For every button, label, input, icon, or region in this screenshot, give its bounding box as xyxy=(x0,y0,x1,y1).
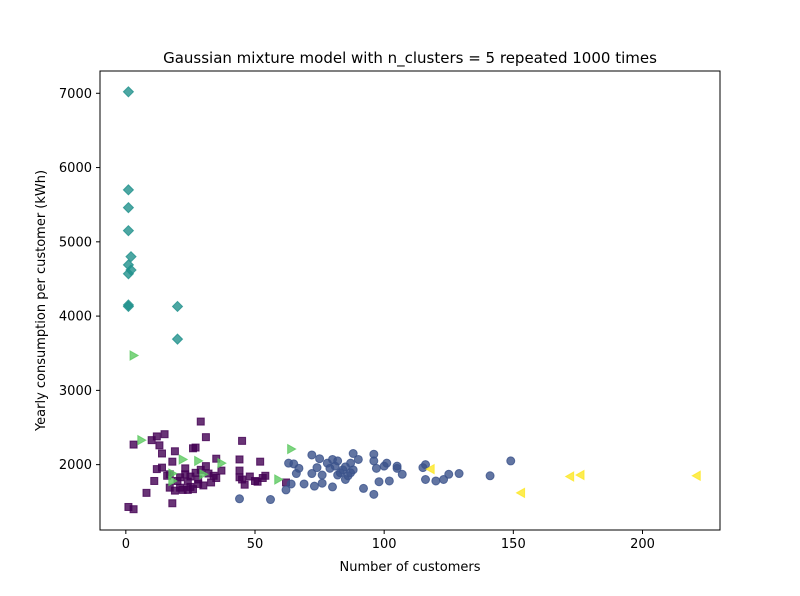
scatter-point-s1-51 xyxy=(455,470,463,478)
scatter-point-s0-47 xyxy=(236,467,243,474)
scatter-point-s1-47 xyxy=(422,475,430,483)
scatter-point-s1-36 xyxy=(370,490,378,498)
scatter-point-s0-6 xyxy=(153,433,160,440)
scatter-point-s0-17 xyxy=(171,448,178,455)
scatter-point-s1-1 xyxy=(267,496,275,504)
scatter-point-s1-15 xyxy=(318,479,326,487)
y-tick-label-7000: 7000 xyxy=(59,87,92,102)
scatter-point-s1-40 xyxy=(383,459,391,467)
scatter-point-s1-31 xyxy=(349,466,357,474)
scatter-point-s1-43 xyxy=(393,462,401,470)
scatter-point-s1-7 xyxy=(295,464,303,472)
scatter-point-s0-57 xyxy=(262,472,269,479)
scatter-point-s0-31 xyxy=(192,444,199,451)
scatter-point-s1-48 xyxy=(432,477,440,485)
scatter-point-s1-38 xyxy=(375,478,383,486)
scatter-point-s1-21 xyxy=(334,457,342,465)
scatter-point-s0-51 xyxy=(241,481,248,488)
y-tick-label-5000: 5000 xyxy=(59,235,92,250)
y-axis-label: Yearly consumption per customer (kWh) xyxy=(34,170,49,432)
scatter-point-s0-44 xyxy=(213,475,220,482)
scatter-point-s1-50 xyxy=(445,470,453,478)
x-tick-label-150: 150 xyxy=(501,537,526,552)
scatter-point-s0-38 xyxy=(202,434,209,441)
scatter-point-s1-52 xyxy=(486,472,494,480)
y-tick-label-6000: 6000 xyxy=(59,161,92,176)
scatter-point-s0-9 xyxy=(159,450,166,457)
scatter-point-s0-16 xyxy=(169,500,176,507)
scatter-point-s0-37 xyxy=(200,482,207,489)
scatter-point-s0-15 xyxy=(169,458,176,465)
scatter-point-s1-32 xyxy=(354,455,362,463)
scatter-point-s1-19 xyxy=(329,483,337,491)
scatter-point-s0-45 xyxy=(218,467,225,474)
x-tick-label-100: 100 xyxy=(372,537,397,552)
scatter-point-s0-49 xyxy=(239,437,246,444)
scatter-point-s1-37 xyxy=(372,464,380,472)
scatter-point-s1-0 xyxy=(236,495,244,503)
x-tick-label-50: 50 xyxy=(247,537,264,552)
y-tick-label-2000: 2000 xyxy=(59,458,92,473)
scatter-point-s0-8 xyxy=(156,442,163,449)
scatter-point-s1-12 xyxy=(313,464,321,472)
scatter-point-s0-2 xyxy=(130,441,137,448)
scatter-point-s1-41 xyxy=(385,477,393,485)
scatter-point-s0-3 xyxy=(143,489,150,496)
scatter-point-s0-11 xyxy=(161,431,168,438)
x-tick-label-0: 0 xyxy=(122,537,130,552)
scatter-point-s1-8 xyxy=(300,480,308,488)
scatter-point-s1-4 xyxy=(287,480,295,488)
scatter-point-s0-55 xyxy=(257,458,264,465)
scatter-point-s0-39 xyxy=(202,463,209,470)
y-tick-label-3000: 3000 xyxy=(59,384,92,399)
scatter-point-s1-13 xyxy=(316,455,324,463)
scatter-point-s1-33 xyxy=(360,484,368,492)
y-tick-label-4000: 4000 xyxy=(59,310,92,325)
scatter-point-s0-10 xyxy=(159,464,166,471)
scatter-point-s1-10 xyxy=(308,451,316,459)
scatter-point-s1-35 xyxy=(370,457,378,465)
x-tick-label-200: 200 xyxy=(630,537,655,552)
scatter-point-s1-14 xyxy=(318,471,326,479)
scatter-point-s1-53 xyxy=(507,457,515,465)
scatter-point-s0-5 xyxy=(151,477,158,484)
scatter-point-s1-11 xyxy=(310,482,318,490)
scatter-point-s0-46 xyxy=(236,456,243,463)
x-axis-label: Number of customers xyxy=(339,560,480,575)
scatter-point-s1-44 xyxy=(398,470,406,478)
scatter-point-s0-1 xyxy=(130,506,137,513)
scatter-point-s0-35 xyxy=(197,418,204,425)
chart-title: Gaussian mixture model with n_clusters =… xyxy=(163,49,657,68)
